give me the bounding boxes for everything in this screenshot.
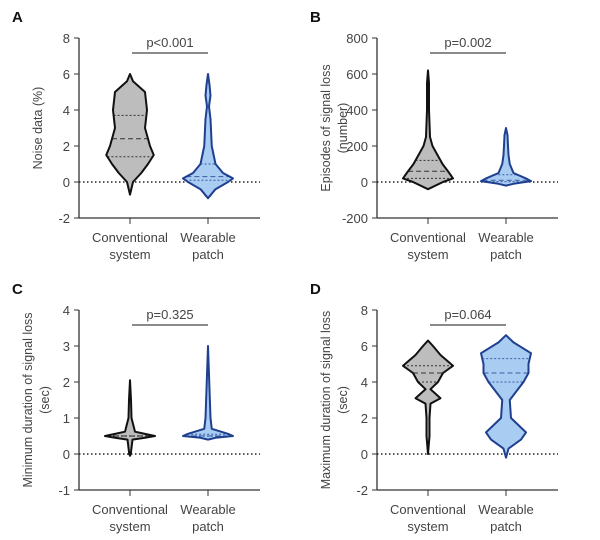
x-tick-label: system bbox=[109, 247, 150, 262]
y-axis-title: Minimum duration of signal loss bbox=[21, 312, 35, 487]
y-axis-title: (sec) bbox=[38, 386, 52, 414]
y-tick-label: -200 bbox=[342, 211, 368, 226]
panel-label: C bbox=[12, 281, 23, 298]
y-tick-label: 600 bbox=[346, 67, 368, 82]
y-tick-label: 4 bbox=[63, 103, 70, 118]
panel-C: C -1 0 1 2 3 4 Minimum duration of signal loss(… bbox=[12, 281, 260, 534]
y-tick-label: 6 bbox=[361, 339, 368, 354]
y-tick-label: 800 bbox=[346, 31, 368, 46]
y-tick-label: 0 bbox=[361, 175, 368, 190]
y-tick-label: 6 bbox=[63, 67, 70, 82]
panel-D: D -2 0 2 4 6 8 Maximum duration of signal loss(… bbox=[310, 281, 558, 534]
y-tick-label: 0 bbox=[63, 447, 70, 462]
x-tick-label: Conventional bbox=[92, 502, 168, 517]
y-tick-label: 8 bbox=[361, 303, 368, 318]
x-tick-label: Wearable bbox=[180, 230, 235, 245]
y-tick-label: 2 bbox=[63, 139, 70, 154]
x-tick-label: patch bbox=[192, 247, 224, 262]
x-tick-label: Wearable bbox=[180, 502, 235, 517]
y-axis-title: Noise data (%) bbox=[31, 87, 45, 170]
x-tick-label: system bbox=[407, 519, 448, 534]
x-tick-label: Wearable bbox=[478, 230, 533, 245]
panel-label: A bbox=[12, 9, 23, 26]
p-value: p=0.325 bbox=[146, 307, 193, 322]
y-tick-label: 2 bbox=[63, 375, 70, 390]
y-tick-label: 2 bbox=[361, 411, 368, 426]
y-tick-label: 400 bbox=[346, 103, 368, 118]
y-tick-label: 0 bbox=[361, 447, 368, 462]
violin-wearable bbox=[480, 334, 532, 459]
y-tick-label: 4 bbox=[361, 375, 368, 390]
y-tick-label: -1 bbox=[58, 483, 70, 498]
y-tick-label: 0 bbox=[63, 175, 70, 190]
x-tick-label: Conventional bbox=[390, 502, 466, 517]
x-tick-label: Conventional bbox=[390, 230, 466, 245]
y-axis-title: (sec) bbox=[336, 386, 350, 414]
panel-A: A -2 0 2 4 6 8 Noise data (%) Conventional system… bbox=[12, 9, 260, 262]
panel-B: B -200 0 200 400 600 800 Episodes of signal los… bbox=[310, 9, 558, 262]
violin-wearable bbox=[480, 127, 532, 187]
x-tick-label: Wearable bbox=[478, 502, 533, 517]
p-value: p=0.002 bbox=[444, 35, 491, 50]
x-tick-label: patch bbox=[490, 247, 522, 262]
violin-wearable bbox=[182, 345, 234, 441]
violin-conventional bbox=[402, 69, 454, 191]
y-axis-title: Maximum duration of signal loss bbox=[319, 311, 333, 490]
panel-label: D bbox=[310, 281, 321, 298]
y-tick-label: 4 bbox=[63, 303, 70, 318]
y-tick-label: -2 bbox=[356, 483, 368, 498]
y-axis-title: (number) bbox=[336, 103, 350, 154]
y-tick-label: 200 bbox=[346, 139, 368, 154]
violin-conventional bbox=[105, 73, 155, 196]
panel-label: B bbox=[310, 9, 321, 26]
p-value: p<0.001 bbox=[146, 35, 193, 50]
y-tick-label: 3 bbox=[63, 339, 70, 354]
y-tick-label: 1 bbox=[63, 411, 70, 426]
x-tick-label: system bbox=[407, 247, 448, 262]
x-tick-label: system bbox=[109, 519, 150, 534]
violin-wearable bbox=[182, 73, 234, 200]
violin-conventional bbox=[402, 339, 454, 455]
x-tick-label: Conventional bbox=[92, 230, 168, 245]
y-tick-label: 8 bbox=[63, 31, 70, 46]
p-value: p=0.064 bbox=[444, 307, 491, 322]
x-tick-label: patch bbox=[490, 519, 522, 534]
y-axis-title: Episodes of signal loss bbox=[319, 64, 333, 191]
y-tick-label: -2 bbox=[58, 211, 70, 226]
violin-conventional bbox=[104, 379, 156, 457]
x-tick-label: patch bbox=[192, 519, 224, 534]
